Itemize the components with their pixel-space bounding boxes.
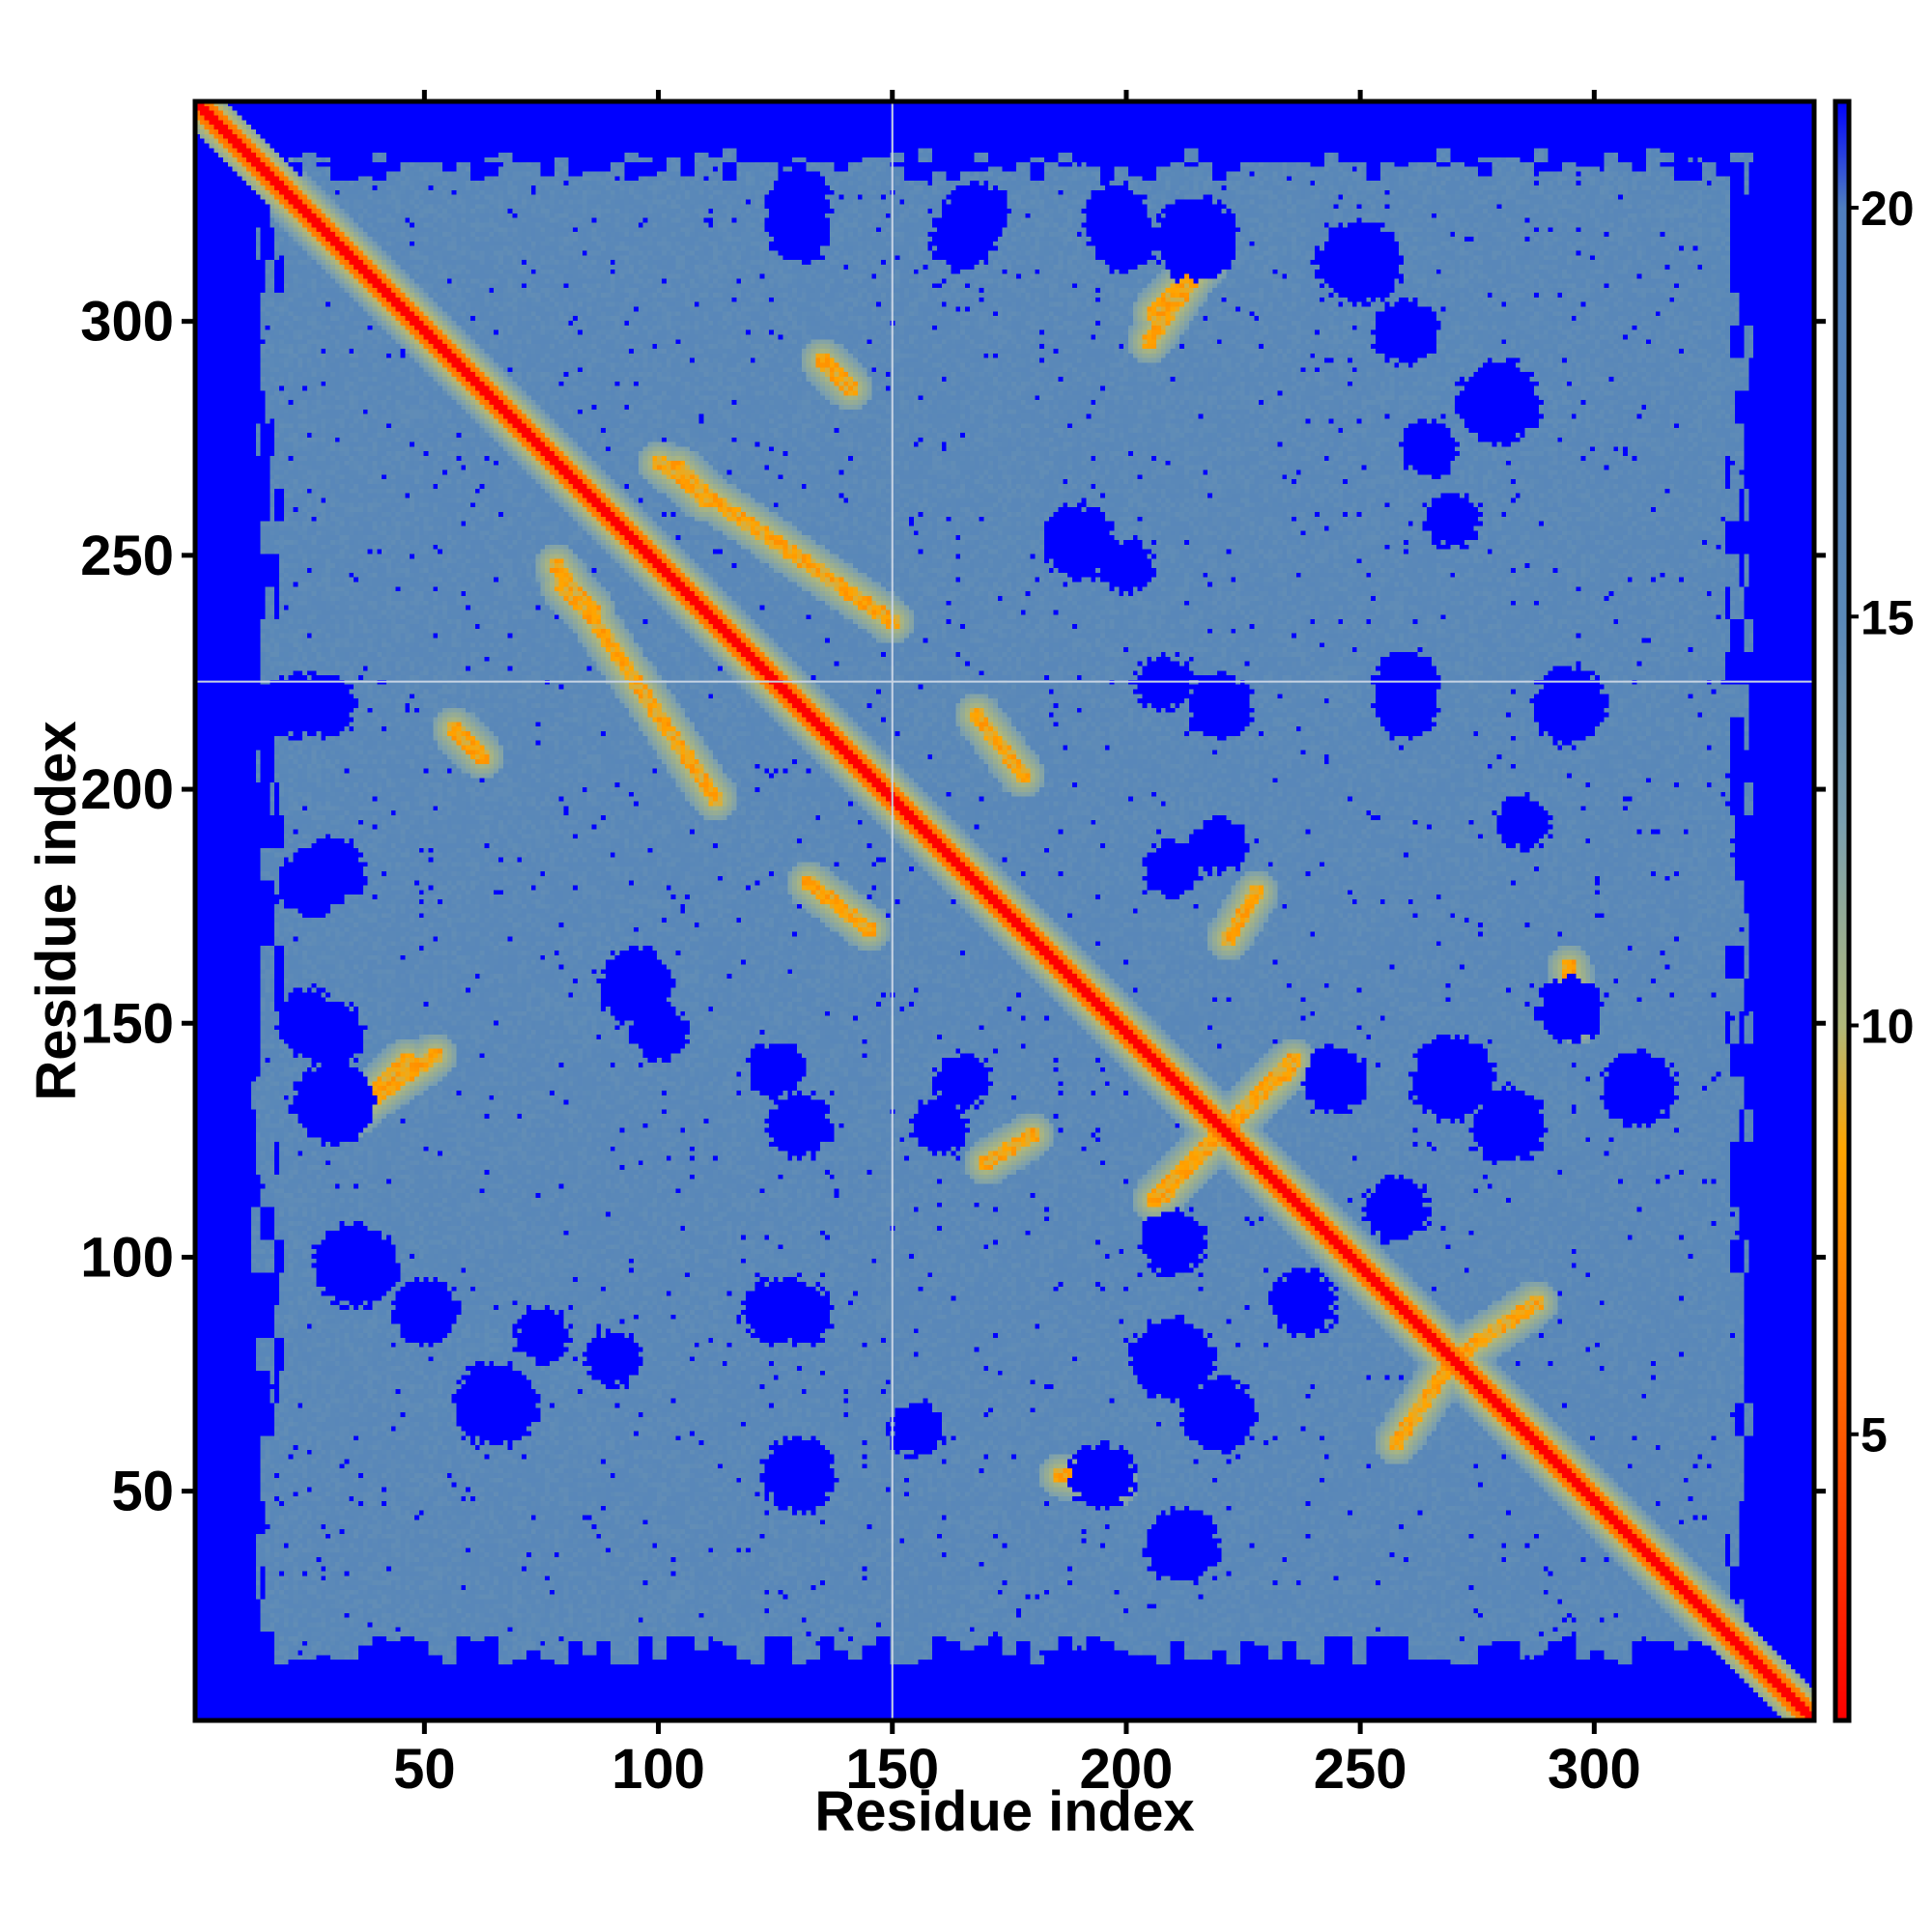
x-tick-label: 50 (393, 1738, 456, 1801)
y-tick-label: 200 (80, 758, 174, 821)
y-tick-label: 100 (80, 1226, 174, 1289)
x-tick-label: 100 (611, 1738, 705, 1801)
x-tick-label: 200 (1080, 1738, 1174, 1801)
y-tick-label: 50 (111, 1461, 174, 1523)
distance-heatmap (195, 101, 1814, 1720)
colorbar-ticks: 5 10 15 20 (1849, 182, 1915, 1463)
x-axis-ticks: 50 100 150 200 250 300 (393, 90, 1641, 1801)
heatmap-image (195, 101, 1814, 1720)
colorbar-tick-label: 5 (1861, 1408, 1888, 1463)
colorbar-tick-label: 20 (1861, 182, 1915, 236)
x-tick-label: 300 (1548, 1738, 1641, 1801)
colorbar (1833, 99, 1852, 1723)
y-axis-title: Residue index (25, 721, 88, 1100)
x-axis-title: Residue index (814, 1780, 1194, 1843)
x-tick-label: 250 (1314, 1738, 1407, 1801)
colorbar-tick-label: 10 (1861, 1000, 1915, 1054)
y-tick-label: 150 (80, 992, 174, 1055)
y-tick-label: 300 (80, 291, 174, 354)
y-axis-ticks: 50 100 150 200 250 300 (80, 291, 1826, 1523)
reference-lines (195, 101, 1814, 1720)
plot-frame (192, 99, 1817, 1723)
y-tick-label: 250 (80, 525, 174, 587)
colorbar-tick-label: 15 (1861, 590, 1915, 644)
x-tick-label: 150 (845, 1738, 939, 1801)
